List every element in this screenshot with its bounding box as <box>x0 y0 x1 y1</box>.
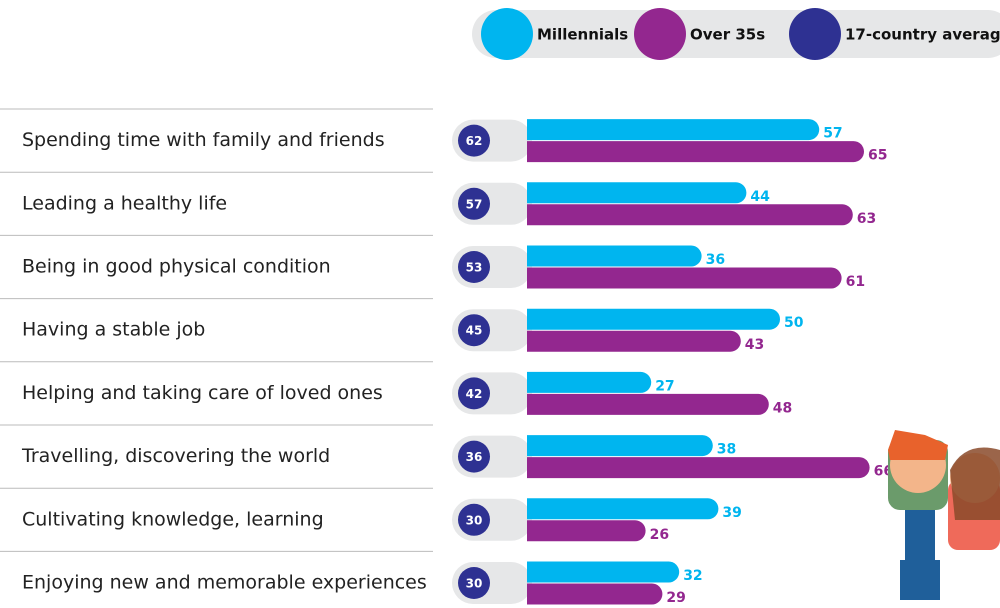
bar <box>527 331 741 352</box>
legend-swatch <box>789 8 841 60</box>
value-label: 27 <box>655 378 674 394</box>
category-label: Having a stable job <box>22 319 205 341</box>
category-label: Leading a healthy life <box>22 192 227 214</box>
value-label: 57 <box>823 126 842 142</box>
legend-swatch <box>481 8 533 60</box>
bar <box>527 394 769 415</box>
average-label: 53 <box>466 261 483 275</box>
category-label: Being in good physical condition <box>22 256 331 278</box>
value-label: 29 <box>666 590 685 606</box>
value-label: 63 <box>857 211 876 227</box>
legend-label: Over 35s <box>690 26 765 44</box>
category-label: Travelling, discovering the world <box>21 445 330 467</box>
legend-swatch <box>634 8 686 60</box>
value-label: 36 <box>706 252 725 268</box>
average-label: 30 <box>466 577 483 591</box>
bar <box>527 498 718 519</box>
bar <box>527 562 679 583</box>
bar <box>527 435 713 456</box>
bar <box>527 584 662 605</box>
value-label: 61 <box>846 274 865 290</box>
bar <box>527 309 780 330</box>
value-label: 32 <box>683 568 702 584</box>
bar <box>527 182 746 203</box>
chart: Millennials Over 35s 17-country average Spe… <box>0 0 1000 608</box>
average-label: 57 <box>466 197 483 211</box>
bar <box>527 268 842 289</box>
value-label: 43 <box>745 337 764 353</box>
category-label: Spending time with family and friends <box>22 129 385 151</box>
bar <box>527 246 702 267</box>
category-label: Cultivating knowledge, learning <box>22 508 324 530</box>
average-label: 30 <box>466 513 483 527</box>
illustration <box>888 430 1000 600</box>
bar <box>527 372 651 393</box>
bar <box>527 119 819 140</box>
bar <box>527 457 870 478</box>
value-label: 65 <box>868 148 887 164</box>
average-label: 42 <box>466 387 483 401</box>
bar <box>527 141 864 162</box>
value-label: 44 <box>750 189 770 205</box>
average-label: 62 <box>466 134 483 148</box>
bar <box>527 520 646 541</box>
value-label: 48 <box>773 400 792 416</box>
category-label: Helping and taking care of loved ones <box>22 382 383 404</box>
legend-label: Millennials <box>537 26 628 44</box>
value-label: 26 <box>650 527 669 543</box>
bar <box>527 204 853 225</box>
average-label: 36 <box>466 450 483 464</box>
value-label: 38 <box>717 442 736 458</box>
legend-label: 17-country average <box>845 26 1000 44</box>
value-label: 50 <box>784 315 804 331</box>
value-label: 39 <box>722 505 741 521</box>
average-label: 45 <box>466 324 483 338</box>
category-label: Enjoying new and memorable experiences <box>22 572 427 594</box>
